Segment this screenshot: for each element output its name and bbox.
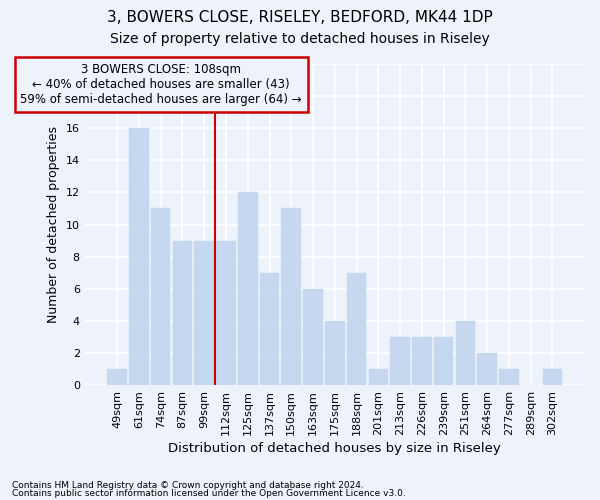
Bar <box>281 208 301 385</box>
Bar <box>347 272 367 385</box>
Bar <box>499 369 519 385</box>
Text: Contains public sector information licensed under the Open Government Licence v3: Contains public sector information licen… <box>12 488 406 498</box>
Bar <box>129 128 149 385</box>
Bar <box>303 288 323 385</box>
Bar <box>455 321 475 385</box>
Bar <box>391 337 410 385</box>
Bar <box>216 240 236 385</box>
Bar <box>151 208 170 385</box>
Text: Size of property relative to detached houses in Riseley: Size of property relative to detached ho… <box>110 32 490 46</box>
Bar <box>478 353 497 385</box>
Bar <box>173 240 192 385</box>
Bar <box>325 321 344 385</box>
Text: 3 BOWERS CLOSE: 108sqm
← 40% of detached houses are smaller (43)
59% of semi-det: 3 BOWERS CLOSE: 108sqm ← 40% of detached… <box>20 64 302 106</box>
Bar <box>238 192 257 385</box>
Bar <box>260 272 280 385</box>
Text: Contains HM Land Registry data © Crown copyright and database right 2024.: Contains HM Land Registry data © Crown c… <box>12 481 364 490</box>
X-axis label: Distribution of detached houses by size in Riseley: Distribution of detached houses by size … <box>169 442 501 455</box>
Bar <box>542 369 562 385</box>
Bar <box>412 337 431 385</box>
Text: 3, BOWERS CLOSE, RISELEY, BEDFORD, MK44 1DP: 3, BOWERS CLOSE, RISELEY, BEDFORD, MK44 … <box>107 10 493 25</box>
Y-axis label: Number of detached properties: Number of detached properties <box>47 126 60 323</box>
Bar <box>368 369 388 385</box>
Bar <box>194 240 214 385</box>
Bar <box>107 369 127 385</box>
Bar <box>434 337 454 385</box>
